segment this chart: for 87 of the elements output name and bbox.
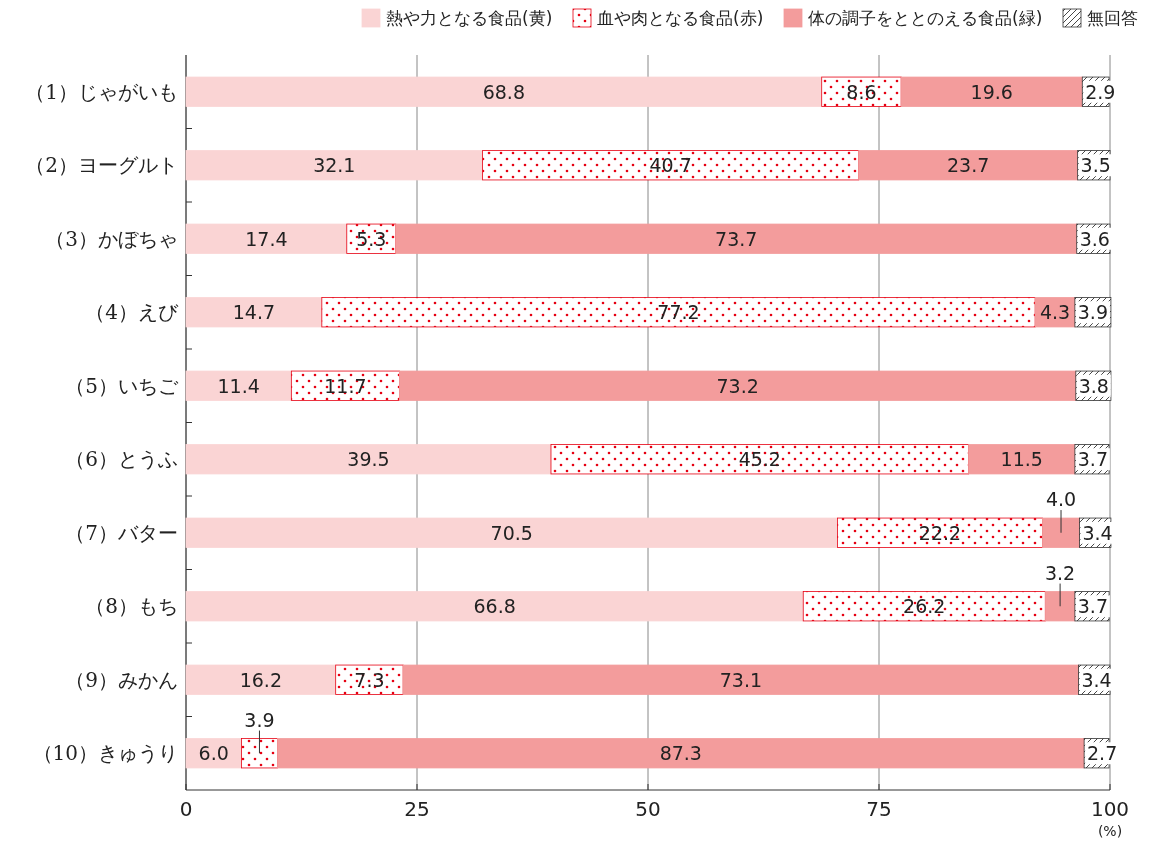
- bar: [821, 76, 902, 107]
- legend-label: 熱や力となる食品(黄): [386, 7, 553, 28]
- data-label: 26.2: [903, 595, 946, 618]
- data-label: 39.5: [347, 448, 390, 471]
- bar: [185, 738, 242, 769]
- data-label: 3.4: [1081, 668, 1112, 691]
- bar: [185, 223, 348, 254]
- data-label: 2.7: [1087, 742, 1118, 765]
- y-tick-label: （7）バター: [65, 520, 178, 545]
- y-tick-label: （1）じゃがいも: [25, 79, 178, 104]
- bar: [482, 150, 860, 181]
- bar: [290, 370, 400, 401]
- data-label: 16.2: [239, 668, 282, 691]
- data-label: 68.8: [482, 80, 526, 103]
- data-label: 77.2: [657, 301, 700, 324]
- data-label: 5.3: [356, 227, 387, 250]
- legend-label: 体の調子をととのえる食品(緑): [808, 7, 1043, 28]
- bar: [185, 370, 292, 401]
- bar: [185, 297, 323, 328]
- x-tick-label: 50: [635, 797, 661, 821]
- bar: [241, 738, 278, 769]
- data-label: 11.5: [1000, 448, 1043, 471]
- bar: [837, 517, 1043, 548]
- bar: [185, 517, 838, 548]
- y-tick-label: （5）いちご: [65, 373, 179, 398]
- x-tick-label: 100: [1090, 797, 1130, 821]
- data-label: 19.6: [970, 80, 1013, 103]
- data-label: 32.1: [313, 154, 356, 177]
- data-label: 66.8: [473, 595, 516, 618]
- data-label: 2.9: [1085, 80, 1116, 103]
- bar: [185, 444, 552, 475]
- data-label: 70.5: [490, 521, 533, 544]
- data-label: 73.7: [715, 227, 758, 250]
- data-label: 7.3: [354, 668, 385, 691]
- data-label: 4.0: [1045, 488, 1077, 511]
- data-label: 87.3: [659, 742, 702, 765]
- bar: [858, 150, 1079, 181]
- data-label: 17.4: [245, 227, 288, 250]
- data-label: 22.2: [918, 521, 962, 544]
- data-label: 14.7: [232, 301, 276, 324]
- y-tick-label: （9）みかん: [65, 667, 178, 692]
- bar: [395, 223, 1078, 254]
- bar: [968, 444, 1076, 475]
- bar: [185, 591, 804, 622]
- data-label: 3.2: [1044, 561, 1076, 584]
- data-label: 73.2: [716, 374, 759, 397]
- legend-label: 無回答: [1087, 7, 1138, 28]
- data-label: 11.4: [217, 374, 260, 397]
- bar: [1042, 517, 1080, 548]
- data-label: 40.7: [649, 154, 692, 177]
- bar: [185, 150, 483, 181]
- x-axis-title: (%): [1097, 823, 1123, 839]
- bar: [335, 664, 404, 695]
- data-label: 11.7: [324, 374, 367, 397]
- data-label: 3.7: [1077, 595, 1108, 618]
- bar: [321, 297, 1036, 328]
- bar: [402, 664, 1079, 695]
- data-label: 3.5: [1080, 154, 1111, 177]
- data-label: 6.0: [198, 742, 229, 765]
- bar: [802, 591, 1046, 622]
- data-label: 73.1: [719, 668, 763, 691]
- bar: [399, 370, 1077, 401]
- data-label: 45.2: [738, 448, 781, 471]
- data-label: 4.3: [1039, 301, 1071, 324]
- data-label: 3.8: [1078, 374, 1109, 397]
- data-label: 3.9: [244, 708, 275, 731]
- y-tick-label: （6）とうふ: [65, 447, 178, 472]
- data-label: 8.6: [846, 80, 877, 103]
- y-tick-label: （3）かぼちゃ: [45, 226, 178, 251]
- x-tick-label: 0: [179, 797, 193, 821]
- bar: [185, 664, 337, 695]
- x-tick-label: 25: [404, 797, 430, 821]
- bar: [550, 444, 970, 475]
- data-label: 3.9: [1077, 301, 1108, 324]
- data-label: 3.7: [1077, 448, 1108, 471]
- data-label: 3.4: [1082, 521, 1113, 544]
- legend-label: 血や肉となる食品(赤): [597, 7, 764, 28]
- bar: [1044, 591, 1076, 622]
- data-label: 23.7: [947, 154, 990, 177]
- y-tick-label: （8）もち: [85, 594, 178, 619]
- y-tick-label: （4）えび: [85, 300, 179, 325]
- bar: [185, 76, 823, 107]
- y-tick-label: （10）きゅうり: [32, 741, 178, 766]
- x-tick-label: 75: [866, 797, 892, 821]
- bar: [346, 223, 397, 254]
- data-label: 3.6: [1079, 227, 1110, 250]
- y-tick-label: （2）ヨーグルト: [25, 153, 178, 178]
